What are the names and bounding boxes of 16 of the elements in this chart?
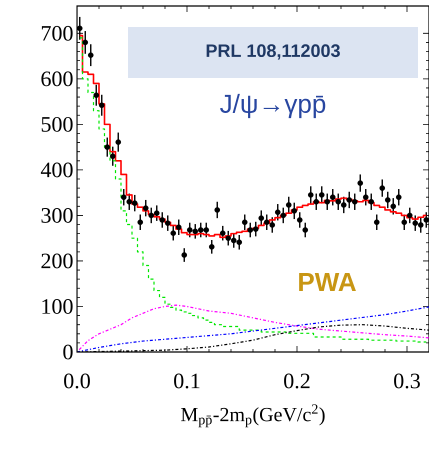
y-tick-label: 100 [42, 299, 73, 314]
y-tick-label: 700 [42, 26, 73, 41]
x-tick-label: 0.2 [284, 374, 310, 388]
y-tick-label: 300 [42, 208, 73, 223]
x-tick-label: 0.0 [64, 374, 90, 388]
annotation: PRL 108,112003 [206, 44, 340, 60]
x-axis-title: M$_{pp̄}$-2m$_{p}$(GeV/c$^{2}$) [181, 404, 325, 428]
annotation: PWA [299, 273, 356, 291]
y-tick-label: 200 [41, 254, 73, 268]
x-tick-label: 0.1 [174, 374, 200, 388]
annotation: J/ψ→γpp̄ [220, 94, 326, 118]
y-tick-label: 400 [40, 162, 73, 178]
y-tick-label: 600 [41, 71, 73, 86]
y-tick-label: 0 [63, 344, 73, 360]
x-tick-label: 0.3 [394, 374, 420, 388]
y-tick-label: 500 [42, 116, 73, 132]
